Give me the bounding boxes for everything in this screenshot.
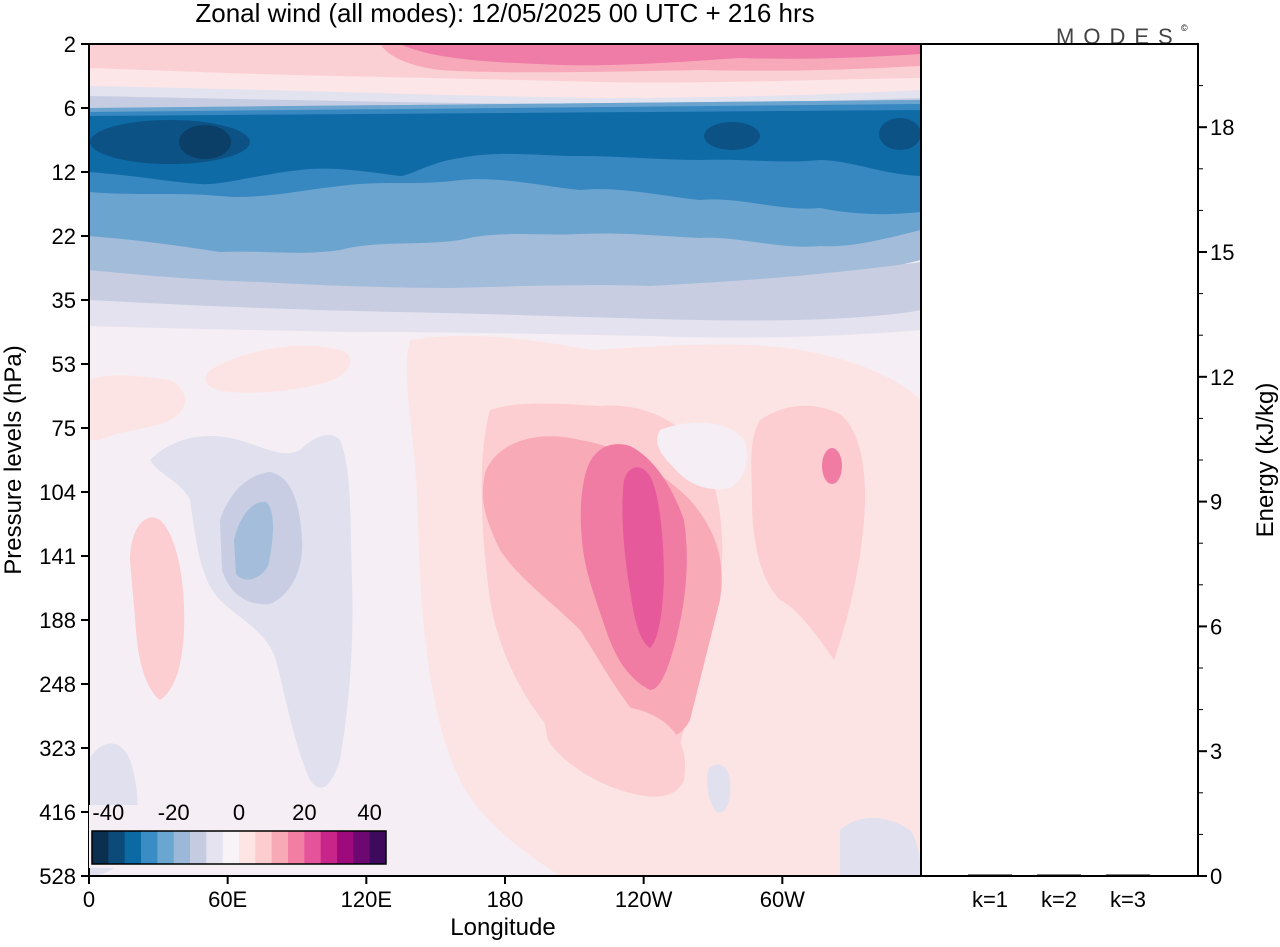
zonal-wind-contour-plot [89,44,921,876]
trop-white-pocket [657,422,748,490]
colorbar-swatch [304,831,322,864]
core-atlantic [704,122,760,150]
trop-pink-core [622,467,664,648]
trop-blue-core [234,501,273,580]
colorbar-swatch [124,831,142,864]
longitude-tick-label: 120W [615,887,673,912]
pressure-tick-label: 2 [64,32,76,57]
pressure-axis-label: Pressure levels (hPa) [0,345,27,574]
colorbar-swatch [288,831,305,864]
energy-tick-label: 6 [1210,614,1222,639]
colorbar-swatch [369,831,387,864]
colorbar-swatch [92,831,109,864]
chart-title: Zonal wind (all modes): 12/05/2025 00 UT… [195,0,814,28]
longitude-tick-label: 60E [208,887,247,912]
colorbar-swatch [190,831,207,864]
trop-pink-west-blob [130,517,185,700]
colorbar-swatch [271,831,289,864]
energy-axis: 0 3 6 9 12 15 18 [1198,85,1234,889]
trop-lower-pink [540,695,686,797]
pressure-tick-label: 104 [39,480,76,505]
energy-tick-label: 3 [1210,739,1222,764]
energy-tick-label: 9 [1210,490,1222,515]
energy-axis-label: Energy (kJ/kg) [1252,383,1279,538]
colorbar-label: 20 [292,800,316,825]
colorbar: -40 -20 0 20 40 [89,800,389,868]
pressure-tick-label: 323 [39,736,76,761]
pressure-tick-label: 12 [52,160,76,185]
energy-bar [1037,874,1081,876]
energy-category-label: k=2 [1041,887,1077,912]
colorbar-swatch [141,831,158,864]
colorbar-frame [91,830,387,865]
colorbar-label: 40 [357,800,381,825]
pressure-axis: 2 6 12 22 35 53 75 104 141 188 248 323 416 528 [39,32,89,889]
energy-bars: k=1 k=2 k=3 [968,874,1150,912]
energy-category-label: k=3 [1110,887,1146,912]
pressure-tick-label: 141 [39,544,76,569]
longitude-tick-label: 0 [83,887,95,912]
colorbar-swatch [157,831,175,864]
colorbar-swatch [239,831,256,864]
core-westpac-inner [179,125,231,159]
pressure-tick-label: 75 [52,416,76,441]
colorbar-swatch [206,831,224,864]
trop-lavender-bottom-right [840,817,921,876]
colorbar-label: 0 [233,800,245,825]
longitude-tick-label: 120E [341,887,392,912]
energy-panel-frame [920,43,1199,877]
colorbar-swatch [173,831,191,864]
colorbar-label: -40 [92,800,124,825]
energy-tick-label: 0 [1210,864,1222,889]
colorbar-swatch [255,831,273,864]
band-upper-magenta [400,44,921,66]
colorbar-swatch [108,831,126,864]
pressure-tick-label: 22 [52,224,76,249]
logo-copyright-mark: © [1181,23,1188,33]
trop-lavender-bottom-mid [707,764,731,813]
energy-tick-label: 12 [1210,365,1234,390]
trop-pink-eastern-spot [822,448,842,484]
energy-bar [968,874,1012,876]
pressure-tick-label: 188 [39,608,76,633]
core-east [879,118,921,150]
trop-pink-west [89,375,185,440]
energy-category-label: k=1 [972,887,1008,912]
energy-tick-label: 15 [1210,240,1234,265]
trop-lavender-left [150,435,353,788]
pressure-tick-label: 248 [39,672,76,697]
colorbar-swatch [320,831,338,864]
band-easterly-light [89,300,921,338]
longitude-tick-label: 180 [487,887,524,912]
pressure-tick-label: 53 [52,352,76,377]
pressure-tick-label: 35 [52,288,76,313]
colorbar-swatch [222,831,240,864]
pressure-tick-label: 416 [39,800,76,825]
colorbar-swatch [353,831,371,864]
energy-tick-label: 18 [1210,115,1234,140]
modes-logo: MODES [1056,24,1182,49]
longitude-axis-label: Longitude [450,914,555,941]
pressure-tick-label: 528 [39,864,76,889]
colorbar-swatch [337,831,354,864]
longitude-tick-label: 60W [760,887,805,912]
trop-pink-west-2 [205,345,351,393]
colorbar-label: -20 [158,800,190,825]
energy-bar [1106,874,1150,876]
longitude-axis: 0 60E 120E 180 120W 60W [83,876,805,912]
pressure-tick-label: 6 [64,96,76,121]
